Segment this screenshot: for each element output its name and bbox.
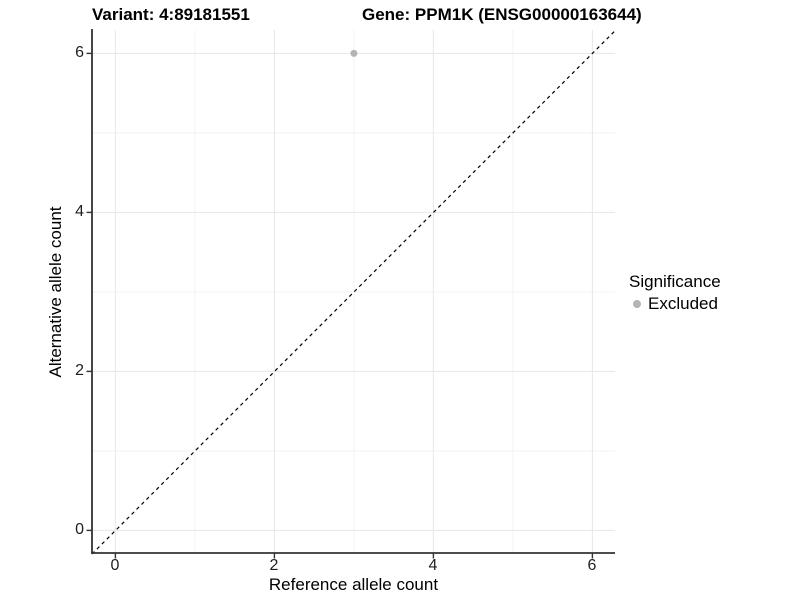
axis-lines [91,29,615,554]
legend-item-excluded: Excluded [631,294,721,314]
tick-marks [86,52,594,559]
y-tick-label-0: 0 [75,521,84,538]
legend: Significance Excluded [629,272,721,314]
legend-title: Significance [629,272,721,291]
legend-item-label: Excluded [648,294,718,313]
x-tick-label-4: 4 [428,557,438,574]
plot-title-gene: Gene: PPM1K (ENSG00000163644) [362,5,642,24]
grid-minor [92,30,615,553]
x-tick-label-2: 2 [269,557,279,574]
y-tick-label-4: 4 [75,203,84,220]
excluded-point-icon [633,300,641,308]
x-tick-label-6: 6 [587,557,597,574]
y-tick-label-6: 6 [75,44,84,61]
y-axis-title: Alternative allele count [46,206,65,378]
x-tick-label-0: 0 [110,557,120,574]
identity-line [91,29,616,555]
grid-major [92,30,615,553]
data-point-excluded [350,49,358,57]
y-tick-label-2: 2 [75,362,84,379]
plot-title-variant: Variant: 4:89181551 [92,5,250,24]
x-axis-title: Reference allele count [268,575,439,594]
